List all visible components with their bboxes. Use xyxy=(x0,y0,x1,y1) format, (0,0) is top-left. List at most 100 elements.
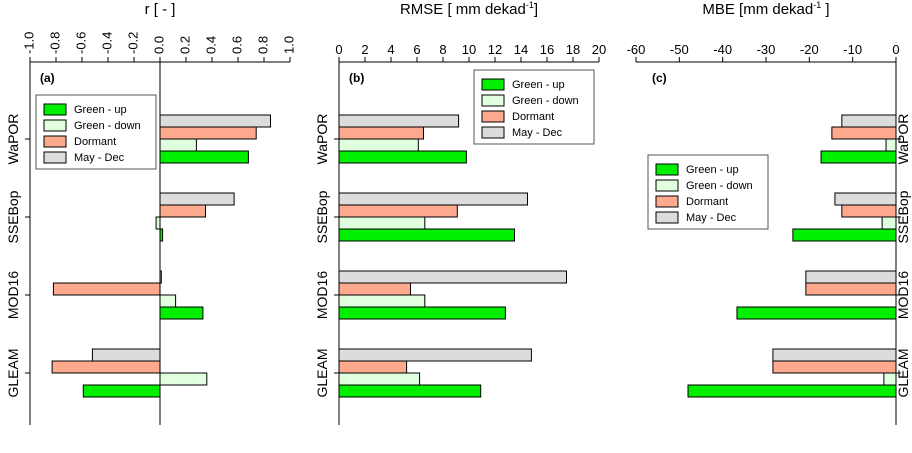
x-tick-label: -30 xyxy=(757,42,776,57)
bar xyxy=(159,228,164,242)
x-tick-label: 20 xyxy=(592,42,606,57)
bar xyxy=(338,384,482,398)
bar xyxy=(338,204,458,218)
bar xyxy=(159,126,257,140)
panel-label: (a) xyxy=(40,71,55,85)
bar xyxy=(338,216,426,230)
legend-label: Dormant xyxy=(686,196,728,208)
legend-label: May - Dec xyxy=(74,152,125,164)
bar xyxy=(881,216,897,230)
bar xyxy=(338,348,532,362)
x-tick-label: 0 xyxy=(335,42,342,57)
legend-label: Dormant xyxy=(74,136,116,148)
x-tick-label: -0.2 xyxy=(125,32,140,54)
title-end: ] xyxy=(821,1,829,18)
bar xyxy=(159,306,204,320)
x-tick-label: 4 xyxy=(387,42,394,57)
bar xyxy=(772,348,897,362)
chart-title: RMSE [ mm dekad-1] xyxy=(400,0,538,18)
y-tick-label: WaPOR xyxy=(5,114,21,165)
legend-label: Dormant xyxy=(512,111,554,123)
bar xyxy=(831,126,897,140)
bar xyxy=(338,228,515,242)
legend-swatch xyxy=(481,78,505,91)
x-tick-label: 10 xyxy=(462,42,476,57)
x-tick-label: -0.6 xyxy=(73,32,88,54)
legend-swatch xyxy=(43,103,67,116)
x-tick-label: -10 xyxy=(843,42,862,57)
chart-title: MBE [mm dekad-1 ] xyxy=(702,0,829,18)
y-tick-label: WaPOR xyxy=(895,114,911,165)
legend-label: May - Dec xyxy=(686,212,737,224)
x-tick-label: -50 xyxy=(670,42,689,57)
x-tick-label: 1.0 xyxy=(281,36,296,54)
legend-label: Green - up xyxy=(512,79,565,91)
bar xyxy=(736,306,897,320)
x-tick-label: 6 xyxy=(413,42,420,57)
x-tick-label: 2 xyxy=(361,42,368,57)
bar xyxy=(687,384,897,398)
legend-swatch xyxy=(655,211,679,224)
bar xyxy=(338,114,460,128)
bar xyxy=(841,114,897,128)
y-tick-label: GLEAM xyxy=(895,348,911,397)
x-tick-label: -1.0 xyxy=(21,32,36,54)
x-tick-label: 0 xyxy=(892,42,899,57)
title-text: MBE [mm dekad xyxy=(702,1,813,18)
bar xyxy=(883,372,897,386)
title-text: r [ - ] xyxy=(145,1,176,18)
bar xyxy=(159,372,208,386)
x-tick-label: 8 xyxy=(439,42,446,57)
x-tick-label: -60 xyxy=(627,42,646,57)
legend-label: Green - down xyxy=(74,120,141,132)
bar xyxy=(159,204,206,218)
panel-label: (c) xyxy=(652,71,667,85)
legend-label: Green - down xyxy=(686,180,753,192)
x-tick-label: 12 xyxy=(488,42,502,57)
y-tick-label: SSEBop xyxy=(5,190,21,243)
y-tick-label: GLEAM xyxy=(5,348,21,397)
bar xyxy=(338,270,567,284)
bar xyxy=(338,282,411,296)
bar xyxy=(805,270,897,284)
bar xyxy=(159,138,197,152)
legend-label: Green - up xyxy=(686,164,739,176)
y-tick-label: SSEBop xyxy=(895,190,911,243)
legend-swatch xyxy=(43,151,67,164)
bar xyxy=(338,294,426,308)
legend-swatch xyxy=(481,94,505,107)
bar xyxy=(805,282,897,296)
legend-swatch xyxy=(481,110,505,123)
bar xyxy=(772,360,897,374)
legend-swatch xyxy=(655,179,679,192)
bar xyxy=(834,192,897,206)
bar xyxy=(885,138,897,152)
title-text: RMSE [ mm dekad xyxy=(400,1,526,18)
panel-label: (b) xyxy=(349,71,364,85)
bar xyxy=(159,294,177,308)
x-tick-label: 0.2 xyxy=(177,36,192,54)
x-tick-label: -20 xyxy=(800,42,819,57)
y-tick-label: SSEBop xyxy=(314,190,330,243)
x-tick-label: 0.6 xyxy=(229,36,244,54)
bar xyxy=(52,282,161,296)
bar xyxy=(841,204,897,218)
x-tick-label: 0.4 xyxy=(203,36,218,54)
bar xyxy=(91,348,161,362)
x-tick-label: 0.0 xyxy=(151,36,166,54)
y-tick-label: MOD16 xyxy=(314,271,330,319)
bar xyxy=(155,216,161,230)
legend-swatch xyxy=(655,195,679,208)
bar xyxy=(82,384,161,398)
bar xyxy=(338,138,419,152)
title-end: ] xyxy=(534,1,538,18)
bar xyxy=(159,150,249,164)
x-tick-label: -0.8 xyxy=(47,32,62,54)
bar xyxy=(159,192,235,206)
bar xyxy=(159,270,162,284)
bar xyxy=(792,228,897,242)
y-tick-label: MOD16 xyxy=(5,271,21,319)
x-tick-label: 18 xyxy=(566,42,580,57)
